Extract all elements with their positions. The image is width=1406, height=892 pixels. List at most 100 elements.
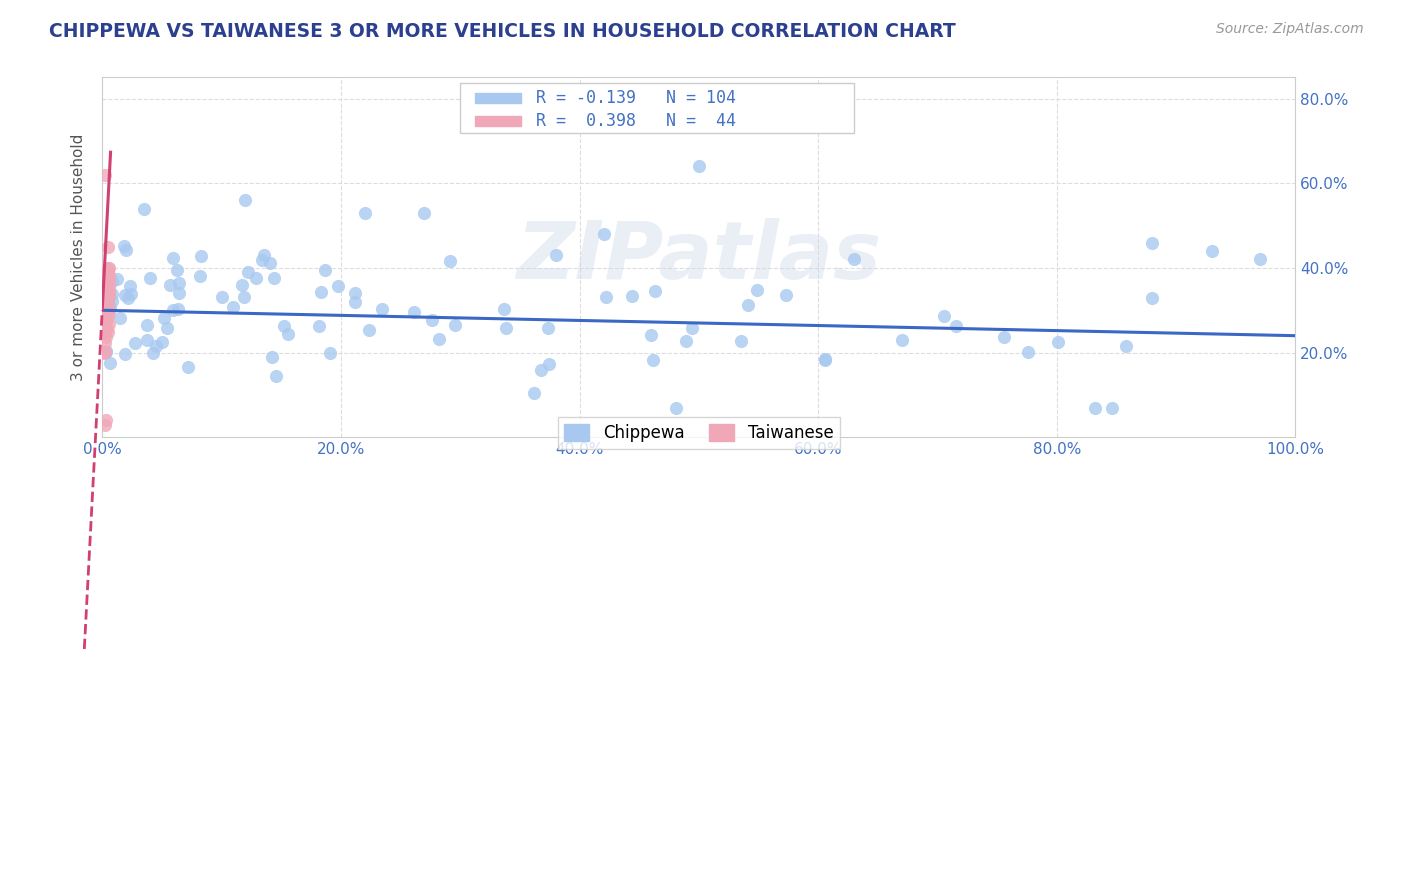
Point [118,278,141,293]
Point [595,290,617,304]
FancyBboxPatch shape [460,83,853,133]
Point [97,277,120,292]
Point [145,338,167,352]
Text: R =  0.398   N =  44: R = 0.398 N = 44 [536,112,735,130]
Point [420,313,443,327]
Point [98,273,121,287]
Point [427,332,450,346]
Point [97,240,120,254]
Point [730,334,752,348]
Point [537,357,560,371]
Point [167,302,190,317]
Point [162,251,184,265]
Point [890,333,912,347]
Point [105,271,128,285]
Point [1046,334,1069,349]
Point [97,280,120,294]
Point [1017,345,1039,359]
Point [273,319,295,334]
Point [96,314,118,328]
Point [94,330,117,344]
Point [236,264,259,278]
Point [98,288,121,302]
Point [94,288,117,302]
Point [263,271,285,285]
Point [993,330,1015,344]
Point [492,301,515,316]
Point [150,334,173,349]
Point [97,269,120,284]
Point [932,309,955,323]
Point [592,227,614,241]
Point [1115,339,1137,353]
Point [97,325,120,339]
Point [1140,291,1163,305]
Point [233,289,256,303]
Point [529,363,551,377]
Point [262,350,284,364]
Point [319,346,342,360]
Point [523,385,546,400]
Point [775,288,797,302]
Point [167,286,190,301]
Point [96,314,118,328]
Point [114,347,136,361]
Point [264,369,287,384]
Point [96,293,118,308]
Point [413,206,436,220]
Point [97,285,120,300]
Point [97,305,120,319]
Point [112,239,135,253]
Point [162,303,184,318]
Point [97,274,120,288]
Point [544,248,567,262]
Point [308,318,330,333]
Point [737,298,759,312]
Point [371,301,394,316]
Point [142,345,165,359]
Point [98,300,121,314]
Point [94,298,117,312]
Point [98,356,121,370]
Point [94,413,117,427]
Point [97,268,120,282]
Point [94,302,117,317]
Point [97,293,120,308]
Point [108,310,131,325]
Point [94,344,117,359]
Bar [474,116,522,127]
Point [640,327,662,342]
Point [641,353,664,368]
Point [259,256,281,270]
Point [688,159,710,173]
Point [1101,401,1123,415]
Point [124,336,146,351]
Point [132,202,155,216]
Point [620,289,643,303]
Point [1249,252,1271,267]
Point [277,326,299,341]
Text: Source: ZipAtlas.com: Source: ZipAtlas.com [1216,22,1364,37]
Point [326,278,349,293]
Point [665,401,688,415]
Point [117,291,139,305]
Bar [474,93,522,103]
Point [842,252,865,267]
Point [97,264,120,278]
Point [190,249,212,263]
Point [94,324,117,338]
Point [96,322,118,336]
Point [404,304,426,318]
Point [94,277,117,292]
Point [94,345,117,359]
Text: R = -0.139   N = 104: R = -0.139 N = 104 [536,89,735,107]
Point [211,289,233,303]
Point [100,274,122,288]
Point [1201,244,1223,258]
Point [97,260,120,275]
Y-axis label: 3 or more Vehicles in Household: 3 or more Vehicles in Household [72,134,86,381]
Point [253,248,276,262]
Point [439,254,461,268]
Point [121,286,143,301]
Point [136,318,159,332]
